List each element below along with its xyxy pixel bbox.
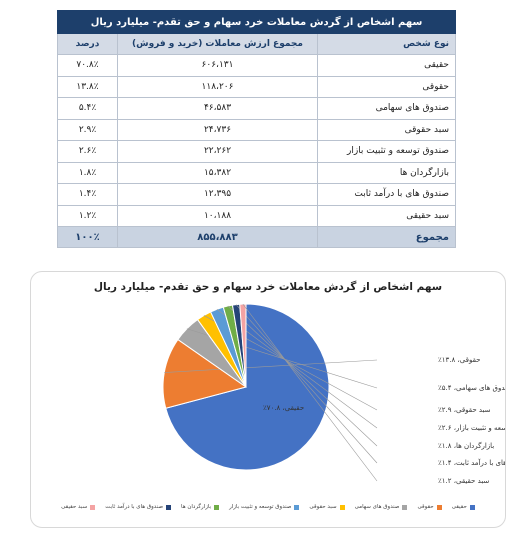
row-percent: ۱.۴٪ — [57, 183, 118, 206]
total-row: ۱۰۰٪ ۸۵۵،۸۸۳ مجموع — [57, 226, 456, 248]
legend-label: سبد حقوقی — [309, 504, 337, 510]
row-percent: ۷۰.۸٪ — [57, 54, 118, 77]
data-label: سبد حقوقی، ۲.۹٪ — [438, 406, 491, 414]
data-label: حقیقی، ۷۰.۸٪ — [263, 404, 304, 412]
row-percent: ۱۳.۸٪ — [57, 75, 118, 98]
table-row: ۱.۴٪ ۱۲،۳۹۵ صندوق های با درآمد ثابت — [57, 183, 456, 206]
data-label: صندوق های با درآمد ثابت، ۱.۴٪ — [438, 458, 505, 467]
row-value: ۴۶،۵۸۳ — [117, 97, 318, 120]
row-value: ۲۲،۲۶۲ — [117, 140, 318, 163]
chart-legend: حقیقی حقوقی صندوق های سهامی سبد حقوقی صندوق … — [41, 504, 495, 510]
total-percent: ۱۰۰٪ — [57, 226, 118, 248]
summary-table: سهم اشخاص از گردش معاملات خرد سهام و حق … — [57, 10, 456, 248]
legend-item: صندوق های با درآمد ثابت — [105, 504, 172, 510]
legend-label: حقوقی — [417, 504, 434, 510]
table-row: ۲.۶٪ ۲۲،۲۶۲ صندوق توسعه و تثبیت بازار — [57, 140, 456, 163]
legend-label: صندوق های با درآمد ثابت — [105, 504, 164, 510]
data-label: صندوق توسعه و تثبیت بازار، ۲.۶٪ — [438, 424, 505, 432]
table-row: ۱.۲٪ ۱۰،۱۸۸ سبد حقیقی — [57, 204, 456, 227]
row-type: سبد حقیقی — [317, 204, 456, 227]
legend-item: صندوق توسعه و تثبیت بازار — [229, 504, 300, 510]
legend-item: سبد حقوقی — [309, 504, 345, 510]
row-value: ۱۲،۳۹۵ — [117, 183, 318, 206]
row-percent: ۱.۲٪ — [57, 204, 118, 227]
leader-line — [242, 303, 378, 482]
table-row: ۵.۴٪ ۴۶،۵۸۳ صندوق های سهامی — [57, 97, 456, 120]
table-row: ۷۰.۸٪ ۶۰۶،۱۳۱ حقیقی — [57, 54, 456, 77]
legend-label: صندوق های سهامی — [354, 504, 400, 510]
leader-line — [164, 359, 378, 373]
row-type: صندوق توسعه و تثبیت بازار — [317, 140, 456, 163]
table-row: ۱۳.۸٪ ۱۱۸،۲۰۶ حقوقی — [57, 75, 456, 98]
row-type: سبد حقوقی — [317, 118, 456, 141]
row-type: صندوق های با درآمد ثابت — [317, 183, 456, 206]
row-value: ۶۰۶،۱۳۱ — [117, 54, 318, 77]
leader-line — [235, 304, 378, 464]
header-value: مجموع ارزش معاملات (خرید و فروش) — [117, 33, 318, 55]
legend-item: بازارگردان ها — [181, 504, 220, 510]
data-label: بازارگردان ها، ۱.۸٪ — [438, 441, 494, 450]
legend-swatch — [90, 504, 96, 510]
chart-title: سهم اشخاص از گردش معاملات خرد سهام و حق … — [93, 281, 443, 293]
legend-swatch — [402, 504, 408, 510]
row-type: بازارگردان ها — [317, 161, 456, 184]
row-percent: ۲.۶٪ — [57, 140, 118, 163]
pie-slice — [162, 338, 248, 409]
total-value: ۸۵۵،۸۸۳ — [117, 226, 318, 248]
pie-slice — [165, 303, 330, 471]
legend-item: صندوق های سهامی — [355, 504, 408, 510]
legend-label: حقیقی — [451, 504, 467, 510]
legend-swatch — [339, 504, 345, 510]
row-percent: ۲.۹٪ — [57, 118, 118, 141]
pie-chart-card: سهم اشخاص از گردش معاملات خرد سهام و حق … — [30, 271, 506, 528]
row-type: صندوق های سهامی — [317, 97, 456, 120]
legend-swatch — [166, 504, 172, 510]
row-type: حقیقی — [317, 54, 456, 77]
row-type: حقوقی — [317, 75, 456, 98]
row-percent: ۱.۸٪ — [57, 161, 118, 184]
row-percent: ۵.۴٪ — [57, 97, 118, 120]
row-value: ۲۴،۷۳۶ — [117, 118, 318, 141]
row-value: ۱۵،۳۸۲ — [117, 161, 318, 184]
legend-item: سبد حقیقی — [61, 504, 96, 510]
header-type: نوع شخص — [317, 33, 456, 55]
leader-line — [227, 305, 378, 447]
legend-swatch — [436, 504, 442, 510]
legend-label: صندوق توسعه و تثبیت بازار — [229, 504, 292, 510]
legend-swatch — [469, 504, 475, 510]
row-value: ۱۱۸،۲۰۶ — [117, 75, 318, 98]
header-percent: درصد — [57, 33, 118, 55]
legend-item: حقوقی — [417, 504, 442, 510]
table-row: ۲.۹٪ ۲۴،۷۳۶ سبد حقوقی — [57, 118, 456, 141]
legend-label: بازارگردان ها — [181, 504, 212, 510]
total-label: مجموع — [317, 226, 456, 248]
legend-label: سبد حقیقی — [61, 504, 88, 510]
row-value: ۱۰،۱۸۸ — [117, 204, 318, 227]
legend-swatch — [214, 504, 220, 510]
legend-swatch — [294, 504, 300, 510]
table-row: ۱.۸٪ ۱۵،۳۸۲ بازارگردان ها — [57, 161, 456, 184]
data-label: حقوقی، ۱۳.۸٪ — [438, 356, 480, 364]
pie-chart: حقیقی، ۷۰.۸٪ حقوقی، ۱۳.۸٪ صندوق های سهامی،… — [162, 303, 505, 485]
table-title: سهم اشخاص از گردش معاملات خرد سهام و حق … — [57, 10, 456, 34]
legend-item: حقیقی — [452, 504, 475, 510]
data-label: سبد حقیقی، ۱.۲٪ — [438, 477, 489, 485]
data-label: صندوق های سهامی، ۵.۴٪ — [438, 384, 505, 392]
